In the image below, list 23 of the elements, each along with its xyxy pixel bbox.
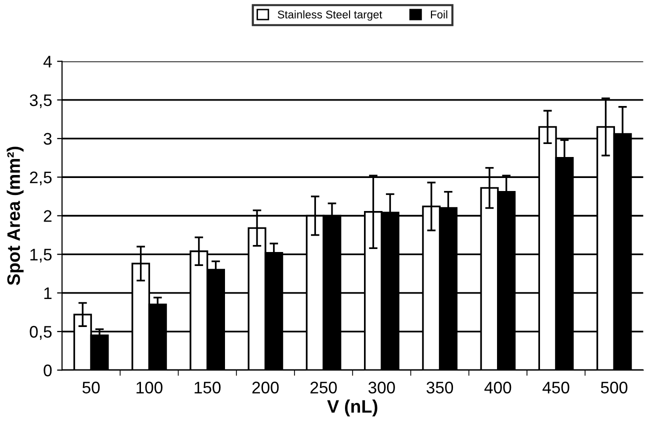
- y-tick-label: 4: [43, 56, 52, 68]
- y-tick-label: 2: [44, 210, 52, 222]
- y-tick-label: 3,5: [30, 94, 52, 108]
- y-tick-label: 3: [44, 132, 52, 145]
- x-tick-label: 150: [194, 382, 221, 394]
- x-tick-label: 400: [484, 382, 512, 394]
- x-tick-label: 450: [542, 382, 570, 394]
- x-tick-label: 300: [368, 382, 395, 394]
- y-tick-label: 0: [44, 364, 52, 376]
- y-tick-label: 1: [44, 288, 52, 299]
- x-tick-label: 350: [426, 382, 454, 394]
- legend-label: Foil: [430, 10, 448, 18]
- y-tick-label: 0,5: [30, 326, 52, 340]
- y-axis-title: Spot Area (mm²): [6, 146, 24, 286]
- y-tick-label: 2,5: [30, 172, 52, 186]
- y-tick-label: 1,5: [30, 248, 52, 262]
- x-tick-label: 500: [600, 382, 628, 394]
- x-tick-label: 250: [310, 382, 337, 394]
- legend-label: Stainless Steel target: [278, 10, 382, 21]
- x-tick-label: 100: [136, 382, 162, 394]
- x-tick-label: 50: [82, 382, 100, 394]
- x-axis-title: V (nL): [327, 400, 378, 416]
- x-tick-label: 200: [252, 382, 279, 394]
